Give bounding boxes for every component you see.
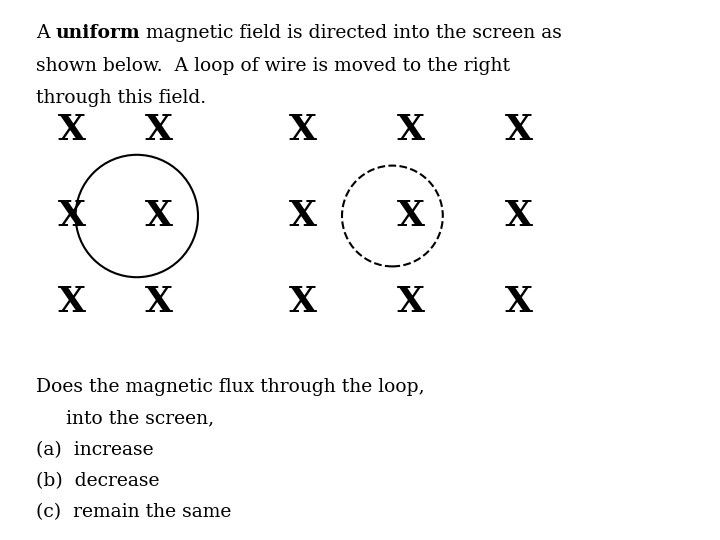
Text: X: X <box>505 286 532 319</box>
Text: X: X <box>397 199 424 233</box>
Text: A: A <box>36 24 55 42</box>
Text: X: X <box>397 286 424 319</box>
Text: X: X <box>289 286 316 319</box>
Text: X: X <box>289 113 316 146</box>
Text: X: X <box>145 286 172 319</box>
Text: magnetic field is directed into the screen as: magnetic field is directed into the scre… <box>140 24 562 42</box>
Text: shown below.  A loop of wire is moved to the right: shown below. A loop of wire is moved to … <box>36 57 510 75</box>
Text: X: X <box>289 199 316 233</box>
Text: X: X <box>58 286 86 319</box>
Text: into the screen,: into the screen, <box>36 409 214 427</box>
Text: through this field.: through this field. <box>36 89 206 107</box>
Text: (c)  remain the same: (c) remain the same <box>36 503 231 521</box>
Text: Does the magnetic flux through the loop,: Does the magnetic flux through the loop, <box>36 378 425 396</box>
Text: X: X <box>58 199 86 233</box>
Text: uniform: uniform <box>55 24 140 42</box>
Text: X: X <box>397 113 424 146</box>
Text: X: X <box>58 113 86 146</box>
Text: X: X <box>505 199 532 233</box>
Text: (a)  increase: (a) increase <box>36 441 153 458</box>
Text: X: X <box>505 113 532 146</box>
Text: X: X <box>145 199 172 233</box>
Text: X: X <box>145 113 172 146</box>
Text: (b)  decrease: (b) decrease <box>36 472 160 490</box>
